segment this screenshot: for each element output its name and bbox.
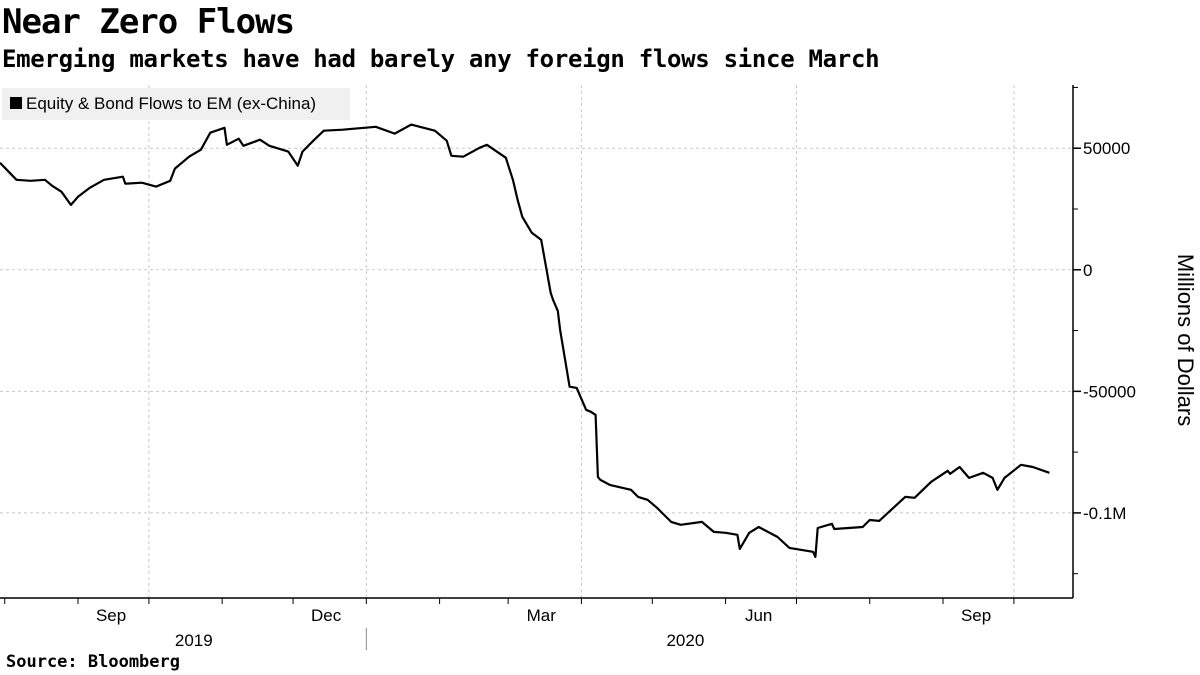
chart-subtitle: Emerging markets have had barely any for… [2, 45, 880, 73]
y-axis-title: Millions of Dollars [1173, 254, 1198, 426]
series-line [0, 123, 1050, 558]
axes: 50000 0 -50000 -0.1M Sep Dec Mar Jun Sep 2019 2020 [0, 85, 1136, 650]
chart-title: Near Zero Flows [2, 2, 295, 42]
x-tick-label: Jun [745, 606, 772, 625]
x-year-label: 2019 [175, 631, 213, 650]
y-tick-label: 0 [1083, 261, 1092, 280]
x-year-label: 2020 [666, 631, 704, 650]
y-tick-label: -0.1M [1083, 504, 1126, 523]
x-tick-label: Mar [527, 606, 557, 625]
series-layer [0, 123, 1050, 558]
y-tick-label: -50000 [1083, 382, 1136, 401]
x-tick-label: Sep [96, 606, 126, 625]
source-note: Source: Bloomberg [6, 652, 180, 672]
y-tick-label: 50000 [1083, 139, 1130, 158]
legend: Equity & Bond Flows to EM (ex-China) [2, 88, 350, 120]
legend-swatch [10, 97, 22, 109]
legend-label: Equity & Bond Flows to EM (ex-China) [26, 94, 316, 113]
gridlines [0, 85, 1073, 598]
x-tick-label: Sep [961, 606, 991, 625]
x-tick-label: Dec [311, 606, 342, 625]
legend-background [2, 88, 350, 120]
